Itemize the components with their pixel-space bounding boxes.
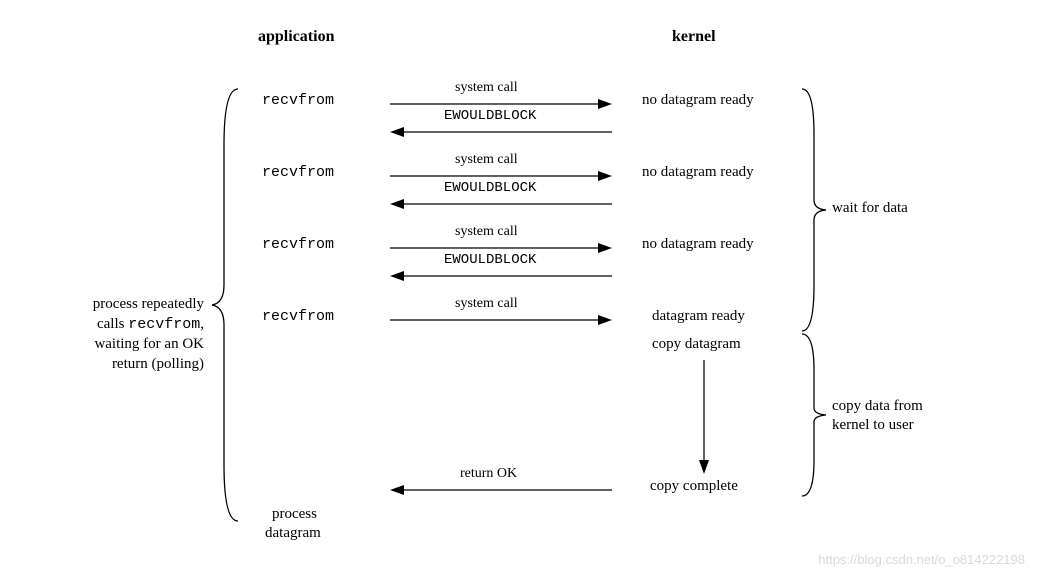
left-note-line4: return (polling)	[44, 356, 204, 373]
header-kernel: kernel	[672, 28, 716, 46]
right-note-bottom-l1: copy data from	[832, 398, 923, 415]
arrow-down-copy	[696, 358, 712, 476]
app-process-datagram-l1: process	[272, 506, 317, 523]
app-recvfrom-1: recvfrom	[262, 92, 334, 109]
left-note-line3: waiting for an OK	[44, 336, 204, 353]
app-recvfrom-4: recvfrom	[262, 308, 334, 325]
header-application: application	[258, 28, 334, 46]
kernel-copy-dg: copy datagram	[652, 336, 741, 353]
kernel-no-ready-2: no datagram ready	[642, 164, 754, 181]
left-note-recvfrom: recvfrom	[128, 316, 200, 333]
left-note-line1: process repeatedly	[44, 296, 204, 313]
arrow-left-1	[388, 126, 614, 138]
arrow-label-syscall-1: system call	[455, 80, 518, 96]
right-brace-top	[800, 85, 830, 335]
arrow-label-syscall-2: system call	[455, 152, 518, 168]
arrow-right-4	[388, 314, 614, 326]
arrow-label-return-ok: return OK	[460, 466, 517, 482]
arrow-left-2	[388, 198, 614, 210]
app-recvfrom-3: recvfrom	[262, 236, 334, 253]
arrow-left-return	[388, 484, 614, 496]
right-note-top: wait for data	[832, 200, 908, 217]
arrow-label-ewb-2: EWOULDBLOCK	[444, 180, 536, 196]
arrow-label-ewb-1: EWOULDBLOCK	[444, 108, 536, 124]
kernel-ready: datagram ready	[652, 308, 745, 325]
kernel-copy-complete: copy complete	[650, 478, 738, 495]
arrow-label-ewb-3: EWOULDBLOCK	[444, 252, 536, 268]
right-note-bottom-l2: kernel to user	[832, 417, 914, 434]
left-brace	[208, 85, 242, 525]
app-recvfrom-2: recvfrom	[262, 164, 334, 181]
app-process-datagram-l2: datagram	[265, 525, 321, 542]
kernel-no-ready-3: no datagram ready	[642, 236, 754, 253]
arrow-label-syscall-3: system call	[455, 224, 518, 240]
kernel-no-ready-1: no datagram ready	[642, 92, 754, 109]
left-note-line2: calls recvfrom,	[44, 316, 204, 333]
right-brace-bottom	[800, 330, 830, 500]
watermark: https://blog.csdn.net/o_o814222198	[818, 552, 1025, 567]
arrow-left-3	[388, 270, 614, 282]
arrow-label-syscall-4: system call	[455, 296, 518, 312]
